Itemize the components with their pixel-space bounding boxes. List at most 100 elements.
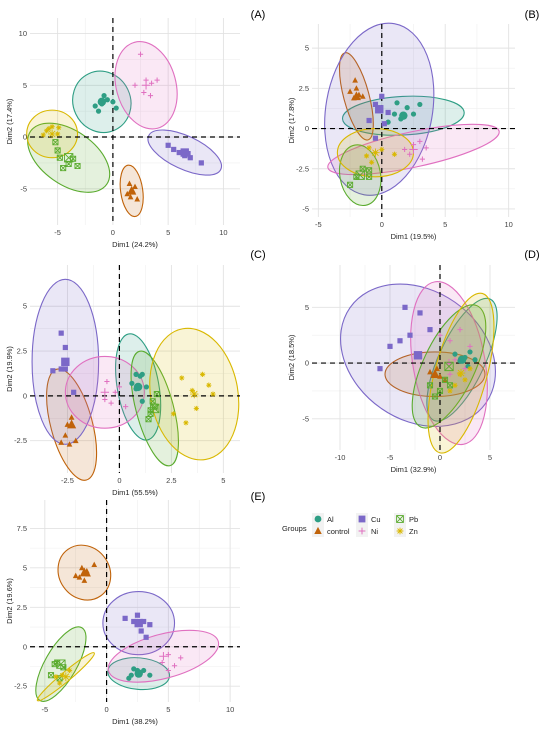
- point-pb: [347, 181, 354, 188]
- legend-key-zn: [394, 525, 406, 537]
- centroid-control: [351, 91, 362, 101]
- point-cu: [372, 135, 379, 141]
- point-control: [427, 368, 433, 375]
- point-zn: [366, 145, 372, 151]
- centroid-ni: [100, 388, 110, 397]
- point-pb: [359, 165, 366, 172]
- y-tick-label: 7.5: [17, 524, 27, 533]
- point-ni: [452, 357, 458, 363]
- centroid-cu: [180, 148, 189, 157]
- x-tick-label: 0: [105, 705, 109, 714]
- point-control: [58, 439, 65, 445]
- centroid-pb: [355, 170, 365, 180]
- point-cu: [176, 149, 182, 156]
- point-control: [72, 437, 79, 444]
- point-cu: [58, 330, 64, 336]
- y-axis-label: Dim2 (17.4%): [5, 98, 14, 144]
- x-tick-label: 0: [438, 453, 442, 462]
- y-tick-label: -2.5: [14, 682, 27, 691]
- centroid-ni: [141, 81, 151, 90]
- y-axis-label: Dim2 (19.6%): [5, 578, 14, 624]
- x-tick-label: 10: [504, 220, 512, 229]
- point-control: [434, 365, 440, 371]
- x-tick-label: 0: [111, 228, 115, 237]
- y-tick-label: 2.5: [17, 603, 27, 612]
- point-control: [72, 572, 79, 579]
- y-tick-label: 5: [23, 81, 27, 90]
- y-tick-label: 5: [305, 303, 309, 312]
- centroid-pb: [56, 659, 66, 669]
- point-al: [137, 373, 143, 379]
- centroid-zn: [61, 672, 71, 681]
- point-ni: [104, 378, 110, 385]
- point-al: [129, 380, 135, 386]
- panel-2: -2.5 0 2.5 5 -2.5 0 2.5 5 Dim1 (55.5%) Dim2 (19.9…: [5, 249, 266, 497]
- legend-key-pb: [394, 513, 406, 525]
- point-zn: [49, 124, 55, 130]
- centroid-pb: [150, 403, 160, 414]
- point-ni: [148, 80, 155, 86]
- point-control: [91, 561, 98, 568]
- y-tick-label: -5: [20, 184, 27, 193]
- point-control: [126, 180, 133, 186]
- point-ni: [132, 82, 138, 88]
- x-tick-label: -5: [54, 228, 61, 237]
- point-zn: [193, 405, 199, 412]
- point-al: [394, 100, 400, 106]
- point-zn: [179, 375, 185, 381]
- point-zn: [369, 159, 375, 165]
- y-tick-label: 0: [305, 124, 309, 133]
- y-tick-label: -2.5: [14, 436, 27, 445]
- centroid-zn: [371, 148, 380, 157]
- point-ni: [467, 343, 473, 349]
- x-tick-label: -5: [387, 453, 394, 462]
- point-control: [81, 577, 88, 583]
- x-tick-label: 5: [488, 453, 492, 462]
- point-ni: [447, 371, 453, 377]
- point-zn: [59, 672, 65, 678]
- centroid-zn: [190, 389, 199, 399]
- point-al: [139, 398, 145, 404]
- point-zn: [189, 387, 195, 394]
- panel-1: -5 0 5 10 -5 -2.5 0 2.5 5 Dim1 (19.5%) Dim2 (17.8%…: [287, 9, 539, 241]
- point-ni: [137, 51, 144, 57]
- panel-label: (E): [251, 491, 266, 503]
- point-pb: [366, 167, 373, 174]
- panel-3: -10 -5 0 5 -5 0 5 Dim1 (32.9%) Dim2 (18.5%) (D): [287, 249, 540, 474]
- point-cu: [187, 155, 193, 161]
- gridlines: [30, 265, 240, 473]
- point-zn: [40, 132, 46, 138]
- centroid-al: [97, 97, 107, 107]
- point-zn: [43, 128, 50, 134]
- centroid-pb: [444, 361, 454, 372]
- y-tick-label: 2.5: [17, 347, 27, 356]
- y-tick-label: 10: [19, 29, 27, 38]
- panel-label: (D): [524, 249, 539, 261]
- panel-label: (B): [525, 9, 540, 21]
- point-cu: [58, 366, 64, 372]
- point-al: [113, 105, 119, 111]
- y-tick-label: -2.5: [296, 164, 309, 173]
- point-control: [127, 193, 134, 200]
- point-pb: [145, 416, 152, 423]
- x-tick-label: 5: [166, 705, 170, 714]
- point-cu: [379, 93, 385, 99]
- panel-label: (C): [250, 249, 265, 261]
- point-zn: [66, 667, 73, 674]
- legend-key-control: [312, 525, 324, 537]
- point-cu: [122, 615, 128, 621]
- y-tick-label: 0: [23, 642, 27, 651]
- legend-title: Groups: [282, 524, 307, 533]
- point-cu: [381, 121, 387, 127]
- x-axis-label: Dim1 (32.9%): [391, 465, 437, 474]
- point-pb: [441, 376, 449, 383]
- point-zn: [56, 125, 62, 131]
- legend: Groups Al control Cu Ni Pb Zn: [282, 513, 418, 537]
- point-cu: [385, 109, 391, 116]
- point-pb: [153, 391, 160, 398]
- centroid-control: [79, 567, 89, 577]
- legend-key-cu: [356, 513, 368, 525]
- point-ni: [178, 655, 184, 661]
- point-cu: [50, 368, 56, 374]
